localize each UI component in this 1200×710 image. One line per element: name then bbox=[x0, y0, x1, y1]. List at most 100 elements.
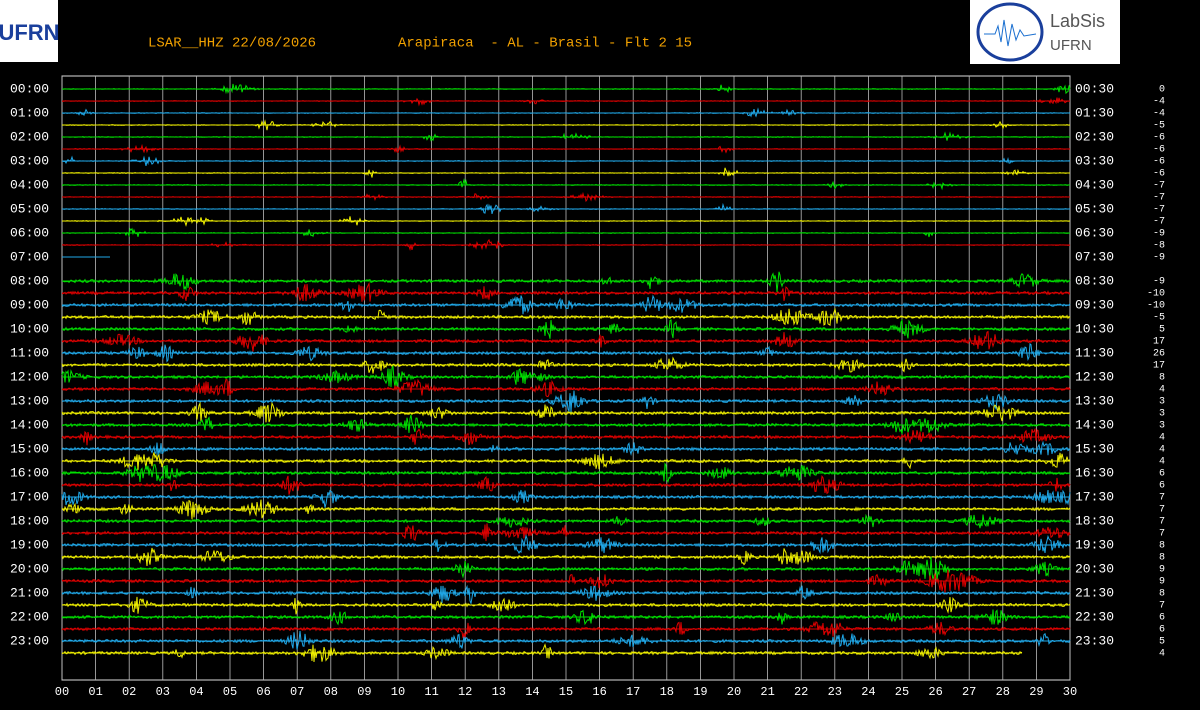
trace bbox=[61, 281, 1071, 302]
left-time-label: 13:00 bbox=[10, 393, 49, 408]
row-offset: -5 bbox=[1153, 121, 1165, 132]
x-tick-label: 09 bbox=[357, 685, 371, 699]
labsis-wave bbox=[984, 19, 1037, 47]
trace bbox=[61, 440, 1071, 457]
trace bbox=[62, 97, 1071, 107]
trace bbox=[61, 452, 1071, 470]
ufrn-logo: UFRN bbox=[0, 20, 60, 45]
trace bbox=[61, 401, 1071, 423]
trace bbox=[61, 499, 1071, 520]
trace bbox=[61, 534, 1071, 555]
row-offset: 7 bbox=[1159, 505, 1165, 516]
row-offset: 5 bbox=[1159, 325, 1165, 336]
x-tick-label: 24 bbox=[861, 685, 875, 699]
row-offset: 8 bbox=[1159, 589, 1165, 600]
trace bbox=[61, 178, 1071, 191]
trace bbox=[61, 216, 1071, 227]
row-offset: 8 bbox=[1159, 553, 1165, 564]
trace bbox=[61, 342, 1071, 363]
row-offset: 0 bbox=[1159, 85, 1165, 96]
row-offset: 7 bbox=[1159, 601, 1165, 612]
x-tick-label: 14 bbox=[525, 685, 539, 699]
row-offset: -7 bbox=[1153, 193, 1165, 204]
row-offset: 6 bbox=[1159, 625, 1165, 636]
x-tick-label: 17 bbox=[626, 685, 640, 699]
left-time-label: 04:00 bbox=[10, 177, 49, 192]
x-tick-label: 05 bbox=[223, 685, 237, 699]
trace bbox=[61, 621, 1071, 639]
right-time-label: 21:30 bbox=[1075, 585, 1114, 600]
row-offset: 5 bbox=[1159, 637, 1165, 648]
row-offset: -6 bbox=[1153, 169, 1165, 180]
x-tick-label: 22 bbox=[794, 685, 808, 699]
x-tick-label: 02 bbox=[122, 685, 136, 699]
row-offset: 7 bbox=[1159, 493, 1165, 504]
trace bbox=[61, 474, 1071, 495]
left-time-label: 18:00 bbox=[10, 513, 49, 528]
right-time-label: 08:30 bbox=[1075, 273, 1114, 288]
x-tick-label: 23 bbox=[828, 685, 842, 699]
x-tick-label: 26 bbox=[928, 685, 942, 699]
left-time-label: 09:00 bbox=[10, 297, 49, 312]
right-time-label: 18:30 bbox=[1075, 513, 1114, 528]
left-time-label: 22:00 bbox=[10, 609, 49, 624]
row-offset: 17 bbox=[1153, 337, 1165, 348]
trace bbox=[62, 202, 1071, 215]
trace bbox=[61, 547, 1071, 567]
trace bbox=[62, 191, 1070, 203]
x-tick-label: 27 bbox=[962, 685, 976, 699]
right-time-label: 23:30 bbox=[1075, 633, 1114, 648]
right-time-label: 06:30 bbox=[1075, 225, 1114, 240]
row-offset: -6 bbox=[1153, 157, 1165, 168]
x-tick-label: 29 bbox=[1029, 685, 1043, 699]
row-offset: 17 bbox=[1153, 361, 1165, 372]
trace bbox=[61, 570, 1071, 593]
row-offset: -4 bbox=[1153, 97, 1165, 108]
x-tick-label: 21 bbox=[760, 685, 774, 699]
x-tick-label: 13 bbox=[492, 685, 506, 699]
trace bbox=[61, 414, 1071, 435]
trace bbox=[61, 523, 1071, 542]
right-time-label: 15:30 bbox=[1075, 441, 1114, 456]
trace bbox=[61, 365, 1071, 388]
labsis-logo: LabSis bbox=[1050, 11, 1105, 31]
trace bbox=[61, 609, 1071, 626]
row-offset: 3 bbox=[1159, 409, 1165, 420]
x-tick-label: 15 bbox=[559, 685, 573, 699]
chart-subtitle: Arapiraca - AL - Brasil - Flt 2 15 bbox=[398, 36, 692, 52]
row-offset: 4 bbox=[1159, 457, 1165, 468]
trace bbox=[61, 596, 1071, 615]
x-tick-label: 07 bbox=[290, 685, 304, 699]
row-offset: -9 bbox=[1153, 277, 1165, 288]
trace bbox=[61, 307, 1071, 326]
row-offset: -10 bbox=[1147, 301, 1165, 312]
left-time-label: 00:00 bbox=[10, 81, 49, 96]
x-tick-label: 20 bbox=[727, 685, 741, 699]
left-time-label: 21:00 bbox=[10, 585, 49, 600]
trace bbox=[61, 271, 1071, 292]
row-offset: -8 bbox=[1153, 241, 1165, 252]
left-time-label: 07:00 bbox=[10, 249, 49, 264]
right-time-label: 16:30 bbox=[1075, 465, 1114, 480]
x-tick-label: 11 bbox=[424, 685, 438, 699]
row-offset: -7 bbox=[1153, 217, 1165, 228]
x-tick-label: 12 bbox=[458, 685, 472, 699]
row-offset: 7 bbox=[1159, 529, 1165, 540]
trace bbox=[61, 630, 1071, 650]
right-time-label: 07:30 bbox=[1075, 249, 1114, 264]
trace bbox=[61, 83, 1071, 95]
right-time-label: 01:30 bbox=[1075, 105, 1114, 120]
trace bbox=[61, 356, 1071, 374]
labsis-logo-sub: UFRN bbox=[1050, 37, 1092, 54]
right-time-label: 17:30 bbox=[1075, 489, 1114, 504]
right-time-label: 12:30 bbox=[1075, 369, 1114, 384]
trace bbox=[61, 238, 1071, 252]
row-offset: 6 bbox=[1159, 613, 1165, 624]
trace bbox=[61, 318, 1071, 339]
x-tick-label: 08 bbox=[324, 685, 338, 699]
left-time-label: 03:00 bbox=[10, 153, 49, 168]
left-time-label: 14:00 bbox=[10, 417, 49, 432]
row-offset: 26 bbox=[1153, 349, 1165, 360]
trace bbox=[61, 119, 1070, 131]
row-offset: 4 bbox=[1159, 445, 1165, 456]
